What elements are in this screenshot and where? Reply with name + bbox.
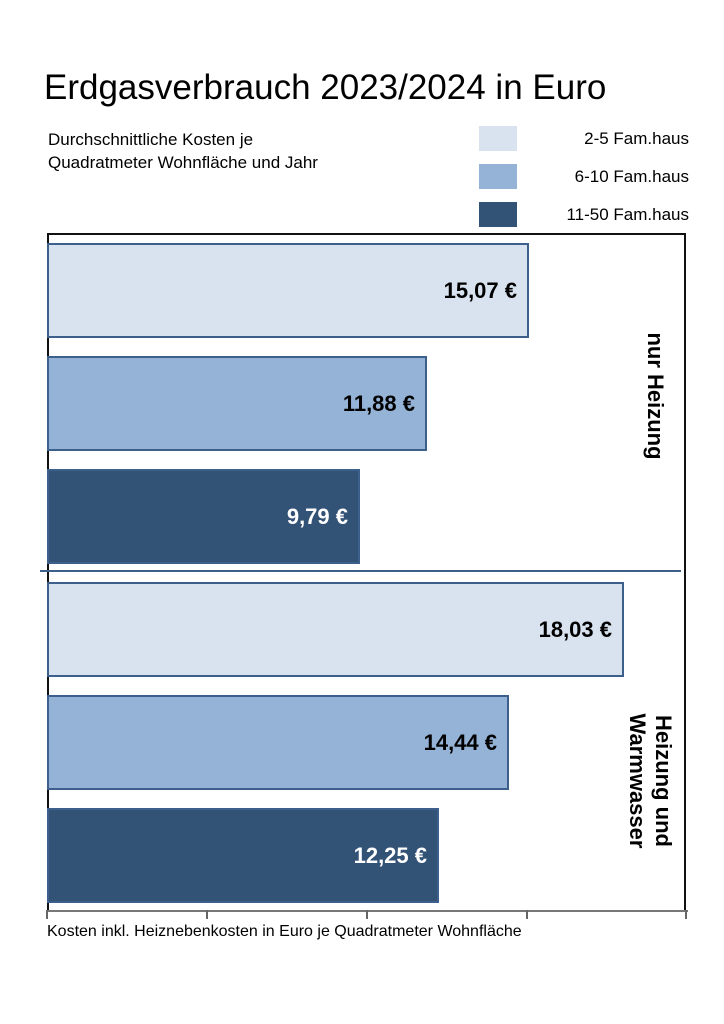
legend-label: 6-10 Fam.haus: [574, 167, 689, 186]
bar-heizung-warmwasser-11-50: 12,25 €: [47, 808, 439, 903]
x-axis-tick: [685, 910, 687, 919]
subtitle-line-2: Quadratmeter Wohnfläche und Jahr: [48, 153, 318, 172]
legend-label: 2-5 Fam.haus: [584, 129, 689, 148]
bar-value-label: 15,07 €: [443, 277, 517, 303]
legend-item-11-50: 11-50 Fam.haus: [479, 202, 689, 240]
x-axis-tick: [366, 910, 368, 919]
bar-value-label: 18,03 €: [538, 616, 612, 642]
legend-swatch: [479, 202, 517, 227]
x-axis-tick: [46, 910, 48, 919]
legend-swatch: [479, 126, 517, 151]
x-axis-label: Kosten inkl. Heiznebenkosten in Euro je …: [47, 923, 522, 940]
bar-value-label: 12,25 €: [353, 842, 427, 868]
x-axis-tick: [526, 910, 528, 919]
bar-nur-heizung-11-50: 9,79 €: [47, 469, 360, 564]
bar-nur-heizung-6-10: 11,88 €: [47, 356, 427, 451]
bar-value-label: 14,44 €: [423, 729, 497, 755]
legend-item-2-5: 2-5 Fam.haus: [479, 126, 689, 164]
bar-value-label: 9,79 €: [286, 503, 348, 529]
bar-heizung-warmwasser-6-10: 14,44 €: [47, 695, 509, 790]
legend-swatch: [479, 164, 517, 189]
group-separator: [40, 570, 681, 572]
chart-subtitle: Durchschnittliche Kosten je Quadratmeter…: [48, 128, 408, 174]
bar-nur-heizung-2-5: 15,07 €: [47, 243, 529, 338]
group-label-nur-heizung: nur Heizung: [643, 332, 668, 460]
legend-label: 11-50 Fam.haus: [566, 205, 689, 224]
bar-value-label: 11,88 €: [342, 390, 415, 416]
subtitle-line-1: Durchschnittliche Kosten je: [48, 130, 254, 149]
group-label-heizung-warmwasser: Heizung und Warmwasser: [625, 713, 676, 849]
bar-heizung-warmwasser-2-5: 18,03 €: [47, 582, 624, 677]
x-axis-tick: [206, 910, 208, 919]
chart-title: Erdgasverbrauch 2023/2024 in Euro: [44, 68, 607, 107]
legend-item-6-10: 6-10 Fam.haus: [479, 164, 689, 202]
legend: 2-5 Fam.haus 6-10 Fam.haus 11-50 Fam.hau…: [479, 126, 689, 240]
